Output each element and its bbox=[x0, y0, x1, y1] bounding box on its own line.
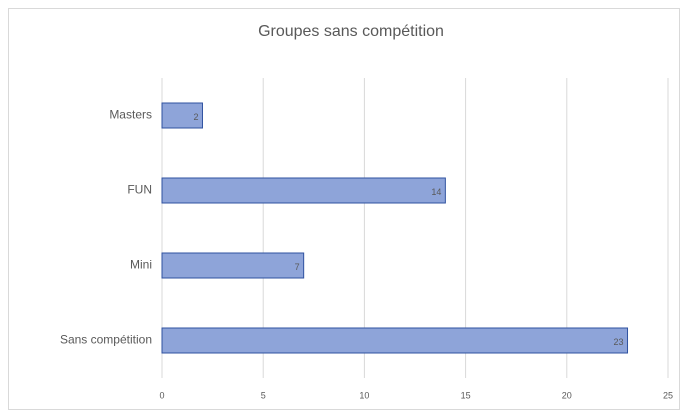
chart-title: Groupes sans compétition bbox=[258, 23, 444, 40]
bar bbox=[161, 327, 629, 354]
data-label: 7 bbox=[295, 262, 300, 272]
y-tick-label: FUN bbox=[127, 183, 152, 197]
bar bbox=[161, 177, 446, 204]
x-tick-label: 5 bbox=[261, 390, 266, 400]
x-tick-label: 10 bbox=[359, 390, 369, 400]
x-tick-label: 20 bbox=[562, 390, 572, 400]
data-label: 14 bbox=[431, 187, 441, 197]
x-tick-label: 15 bbox=[461, 390, 471, 400]
bar bbox=[161, 102, 203, 129]
x-tick-label: 25 bbox=[663, 390, 673, 400]
y-tick-label: Sans compétition bbox=[60, 333, 152, 347]
y-tick-label: Masters bbox=[109, 108, 152, 122]
bar bbox=[161, 252, 305, 279]
data-label: 2 bbox=[193, 112, 198, 122]
data-label: 23 bbox=[614, 337, 624, 347]
y-tick-label: Mini bbox=[130, 258, 152, 272]
x-tick-label: 0 bbox=[159, 390, 164, 400]
